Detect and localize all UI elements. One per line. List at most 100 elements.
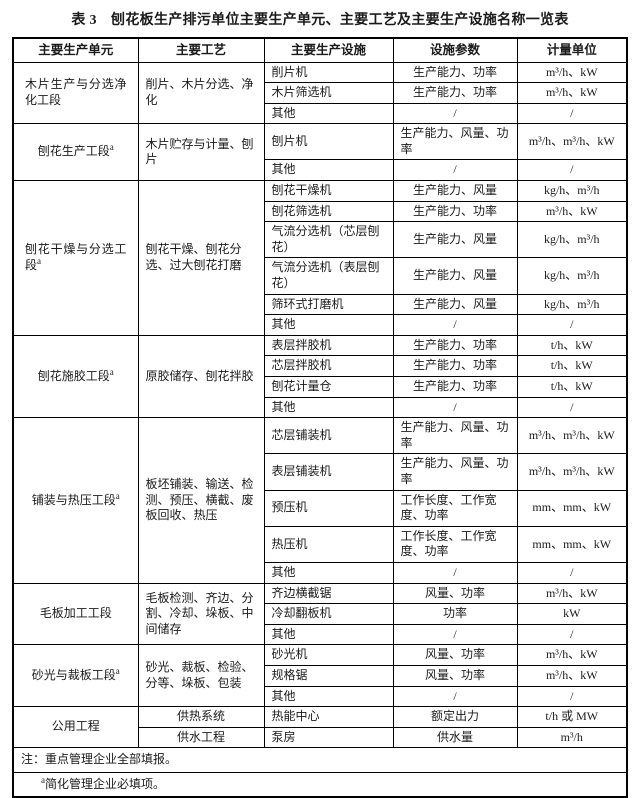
process-cell: 木片贮存与计量、刨片 (137, 123, 265, 182)
unit-cell: 木片生产与分选净化工段 (12, 61, 139, 125)
unit-label: 刨花生产工段 (37, 144, 110, 159)
params-cell: 生产能力、功率 (392, 376, 518, 398)
unit-cell: 刨花生产工段a (12, 123, 139, 182)
table-note-2: a简化管理企业必填项。 (12, 771, 628, 798)
params-cell: 风量、功率 (392, 644, 518, 666)
unit-cell: 刨花干燥与分选工段a (12, 180, 139, 336)
footnote-marker: a (109, 366, 114, 377)
units-cell: t/h、kW (516, 334, 628, 357)
facility-cell: 预压机 (263, 489, 394, 527)
units-cell: / (516, 314, 628, 336)
table-note-1: 注：重点管理企业全部填报。 (12, 747, 628, 773)
unit-cell: 铺装与热压工段a (12, 417, 139, 584)
facility-cell: 其他 (263, 561, 394, 584)
table-note-row: 注：重点管理企业全部填报。 (12, 747, 628, 773)
column-header-unit: 主要生产单元 (12, 37, 139, 63)
units-cell: m³/h、kW (516, 82, 628, 104)
table-row: 铺装与热压工段a 板坯铺装、输送、检测、预压、横截、废板回收、热压 芯层铺装机 … (12, 417, 628, 584)
facility-cell: 其他 (263, 102, 394, 125)
table-row: 其他 / / (13, 396, 628, 419)
unit-label: 砂光与裁板工段 (31, 667, 116, 682)
params-cell: 工作长度、工作宽度、功率 (392, 525, 518, 563)
facility-cell: 气流分选机（表层刨花） (263, 257, 394, 295)
units-cell: t/h、kW (516, 376, 628, 398)
units-cell: / (516, 685, 628, 708)
unit-label: 刨花施胶工段 (37, 368, 110, 383)
column-header-params: 设施参数 (392, 37, 518, 63)
table-row: 预压机 工作长度、工作宽度、功率 mm、mm、kW (13, 489, 628, 527)
footnote-marker: a (37, 255, 42, 266)
facility-cell: 筛环式打磨机 (263, 293, 394, 316)
facility-cell: 其他 (263, 314, 394, 336)
facility-cell: 齐边横截锯 (263, 582, 394, 605)
table-row: 公用工程 供热系统 热能中心 额定出力 t/h 或 MW (12, 706, 628, 749)
column-header-process: 主要工艺 (137, 37, 265, 63)
params-cell: / (392, 159, 518, 182)
units-cell: kg/h、m³/h (516, 257, 628, 295)
table-row: 毛板加工工段 毛板检测、齐边、分割、冷却、垛板、中间储存 齐边横截锯 风量、功率… (12, 582, 628, 646)
facility-cell: 其他 (263, 623, 394, 646)
unit-label: 毛板加工工段 (39, 606, 112, 621)
table-row: 气流分选机（表层刨花） 生产能力、风量 kg/h、m³/h (13, 257, 628, 295)
facility-cell: 其他 (263, 159, 394, 182)
params-cell: / (392, 102, 518, 125)
unit-label: 刨花干燥与分选工段 (25, 242, 127, 272)
footnote-marker: a (115, 665, 120, 676)
facility-cell: 热能中心 (263, 706, 394, 728)
facility-cell: 泵房 (263, 726, 394, 749)
units-cell: m³/h (516, 726, 628, 749)
column-header-units: 计量单位 (516, 37, 628, 63)
header-row: 主要生产单元 主要工艺 主要生产设施 设施参数 计量单位 (12, 37, 628, 63)
facility-cell: 其他 (263, 396, 394, 419)
params-cell: 供水量 (392, 726, 518, 749)
units-cell: m³/h、m³/h、kW (516, 123, 628, 161)
table-row: 筛环式打磨机 生产能力、风量 kg/h、m³/h (13, 293, 628, 316)
params-cell: / (392, 314, 518, 336)
units-cell: m³/h、kW (516, 61, 628, 84)
params-cell: 生产能力、功率 (392, 61, 518, 84)
units-cell: / (516, 396, 628, 419)
facility-cell: 削片机 (263, 61, 394, 84)
units-cell: kg/h、m³/h (516, 221, 628, 259)
table-row: 刨花施胶工段a 原胶储存、刨花拌胶 表层拌胶机 生产能力、功率 t/h、kW (12, 334, 628, 419)
units-cell: m³/h、kW (516, 582, 628, 605)
production-facility-table: 主要生产单元 主要工艺 主要生产设施 设施参数 计量单位 木片生产与分选净化工段… (12, 37, 628, 798)
params-cell: 额定出力 (392, 706, 518, 728)
facility-cell: 芯层铺装机 (263, 417, 394, 455)
units-cell: m³/h、kW (516, 200, 628, 223)
page-title: 表 3 刨花板生产排污单位主要生产单元、主要工艺及主要生产设施名称一览表 (71, 13, 569, 28)
facility-cell: 芯层拌胶机 (263, 355, 394, 377)
table-row: 规格锯 风量、功率 m³/h、kW (13, 664, 628, 687)
params-cell: 风量、功率 (392, 582, 518, 605)
process-cell: 砂光、裁板、检验、分等、垛板、包装 (137, 644, 265, 708)
unit-label: 铺装与热压工段 (31, 492, 116, 507)
facility-cell: 表层拌胶机 (263, 334, 394, 357)
facility-cell: 刨花筛选机 (263, 200, 394, 223)
units-cell: / (516, 623, 628, 646)
params-cell: 生产能力、风量、功率 (392, 417, 518, 455)
unit-cell: 公用工程 (12, 706, 139, 749)
params-cell: 生产能力、风量、功率 (392, 123, 518, 161)
units-cell: / (516, 102, 628, 125)
table-row: 气流分选机（芯层刨花） 生产能力、风量 kg/h、m³/h (13, 221, 628, 259)
table-row: 刨花计量仓 生产能力、功率 t/h、kW (13, 376, 628, 398)
params-cell: 生产能力、风量 (392, 180, 518, 202)
facility-cell: 表层铺装机 (263, 453, 394, 491)
units-cell: t/h 或 MW (516, 706, 628, 728)
params-cell: 生产能力、功率 (392, 82, 518, 104)
facility-cell: 热压机 (263, 525, 394, 563)
table-row: 冷却翻板机 功率 kW (13, 603, 628, 625)
units-cell: m³/h、kW (516, 644, 628, 666)
units-cell: m³/h、m³/h、kW (516, 453, 628, 491)
params-cell: 工作长度、工作宽度、功率 (392, 489, 518, 527)
unit-cell: 刨花施胶工段a (12, 334, 139, 419)
units-cell: t/h、kW (516, 355, 628, 377)
facility-cell: 刨花计量仓 (263, 376, 394, 398)
table-row: 刨花干燥与分选工段a 刨花干燥、刨花分选、过大刨花打磨 刨花干燥机 生产能力、风… (12, 180, 628, 336)
facility-cell: 木片筛选机 (263, 82, 394, 104)
params-cell: 生产能力、风量 (392, 257, 518, 295)
params-cell: 生产能力、功率 (392, 200, 518, 223)
facility-cell: 刨花干燥机 (263, 180, 394, 202)
params-cell: / (392, 685, 518, 708)
